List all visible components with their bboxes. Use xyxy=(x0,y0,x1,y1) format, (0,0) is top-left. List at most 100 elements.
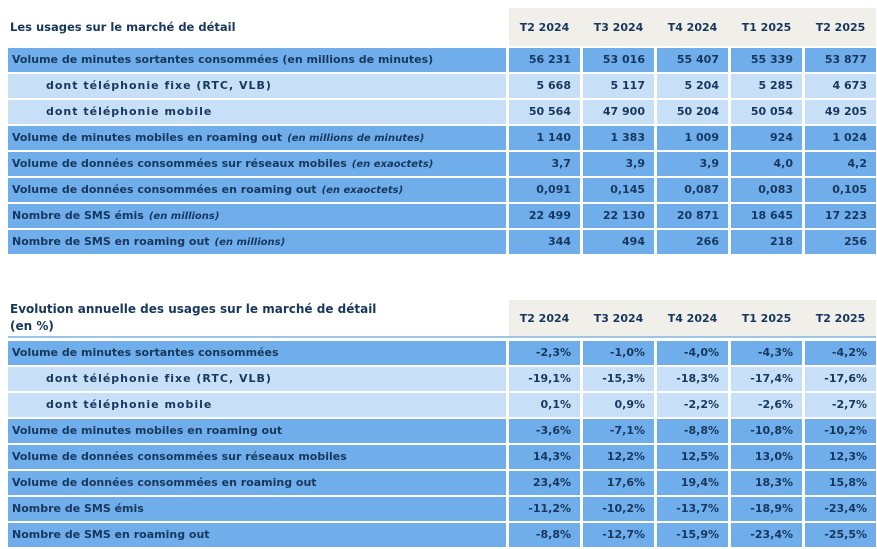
value-cell: 0,087 xyxy=(657,178,728,202)
value-cell: 4 673 xyxy=(805,74,876,98)
table-row: Nombre de SMS en roaming out (en millions… xyxy=(8,230,876,254)
row-label: Volume de minutes sortantes consommées xyxy=(8,341,506,365)
row-label: Volume de données consommées sur réseaux… xyxy=(8,445,506,469)
row-label: Volume de données consommées en roaming … xyxy=(8,178,506,202)
row-unit: (en exaoctets) xyxy=(321,185,404,196)
value-cell: -12,7% xyxy=(583,523,654,547)
value-cell: 50 204 xyxy=(657,100,728,124)
value-cell: -23,4% xyxy=(731,523,802,547)
value-cell: 22 499 xyxy=(509,204,580,228)
value-cell: 13,0% xyxy=(731,445,802,469)
column-headers: T2 2024 T3 2024 T4 2024 T1 2025 T2 2025 xyxy=(509,300,876,336)
table-usages-detail: Les usages sur le marché de détail T2 20… xyxy=(8,8,876,254)
table-row: Nombre de SMS émis -11,2% -10,2% -13,7% -18,… xyxy=(8,497,876,521)
table-row: Volume de minutes mobiles en roaming out… xyxy=(8,126,876,150)
value-cell: 218 xyxy=(731,230,802,254)
value-cell: -8,8% xyxy=(657,419,728,443)
column-header: T1 2025 xyxy=(741,20,792,34)
table-row: Volume de minutes mobiles en roaming out… xyxy=(8,419,876,443)
value-cell: -10,2% xyxy=(805,419,876,443)
value-cell: 19,4% xyxy=(657,471,728,495)
value-cell: 1 383 xyxy=(583,126,654,150)
value-cell: -17,4% xyxy=(731,367,802,391)
row-label: dont téléphonie mobile xyxy=(8,100,506,124)
value-cell: -17,6% xyxy=(805,367,876,391)
row-label: dont téléphonie fixe (RTC, VLB) xyxy=(8,367,506,391)
table-header-row: Les usages sur le marché de détail T2 20… xyxy=(8,8,876,46)
table-row: Volume de minutes sortantes consommées -2… xyxy=(8,341,876,365)
value-cell: -1,0% xyxy=(583,341,654,365)
value-cell: 55 407 xyxy=(657,48,728,72)
row-label: dont téléphonie mobile xyxy=(8,393,506,417)
row-unit: (en millions de minutes) xyxy=(287,133,425,144)
row-label: dont téléphonie fixe (RTC, VLB) xyxy=(8,74,506,98)
value-cell: 3,9 xyxy=(657,152,728,176)
row-unit: (en exaoctets) xyxy=(351,159,434,170)
value-cell: 23,4% xyxy=(509,471,580,495)
value-cell: 12,2% xyxy=(583,445,654,469)
column-header: T3 2024 xyxy=(593,311,644,325)
table-row: dont téléphonie mobile 0,1% 0,9% -2,2% -2,6%… xyxy=(8,393,876,417)
value-cell: 14,3% xyxy=(509,445,580,469)
value-cell: 0,145 xyxy=(583,178,654,202)
value-cell: 17,6% xyxy=(583,471,654,495)
value-cell: 0,083 xyxy=(731,178,802,202)
column-headers: T2 2024 T3 2024 T4 2024 T1 2025 T2 2025 xyxy=(509,8,876,46)
table-title-line: Les usages sur le marché de détail xyxy=(10,20,236,34)
row-label: Volume de données consommées sur réseaux… xyxy=(8,152,506,176)
value-cell: 3,7 xyxy=(509,152,580,176)
value-cell: -18,3% xyxy=(657,367,728,391)
value-cell: 18,3% xyxy=(731,471,802,495)
value-cell: -25,5% xyxy=(805,523,876,547)
value-cell: -4,3% xyxy=(731,341,802,365)
value-cell: 15,8% xyxy=(805,471,876,495)
value-cell: 3,9 xyxy=(583,152,654,176)
table-title: Evolution annuelle des usages sur le mar… xyxy=(8,300,506,336)
row-label: Nombre de SMS en roaming out xyxy=(8,523,506,547)
value-cell: -4,0% xyxy=(657,341,728,365)
row-label: Volume de données consommées en roaming … xyxy=(8,471,506,495)
value-cell: -2,6% xyxy=(731,393,802,417)
row-label: Volume de minutes mobiles en roaming out xyxy=(8,419,506,443)
value-cell: -4,2% xyxy=(805,341,876,365)
value-cell: 55 339 xyxy=(731,48,802,72)
column-header: T2 2025 xyxy=(815,311,866,325)
value-cell: -2,7% xyxy=(805,393,876,417)
table-title-line: Evolution annuelle des usages sur le mar… xyxy=(10,302,377,316)
table-title-line: (en %) xyxy=(10,319,54,333)
value-cell: 5 668 xyxy=(509,74,580,98)
value-cell: 53 877 xyxy=(805,48,876,72)
table-row: Volume de données consommées en roaming … xyxy=(8,178,876,202)
column-header: T2 2024 xyxy=(519,311,570,325)
table-body: Volume de minutes sortantes consommées -2… xyxy=(8,341,876,547)
row-unit: (en millions) xyxy=(214,237,286,248)
table-row: Volume de données consommées en roaming … xyxy=(8,471,876,495)
column-header: T2 2024 xyxy=(519,20,570,34)
value-cell: -15,9% xyxy=(657,523,728,547)
table-header-row: Evolution annuelle des usages sur le mar… xyxy=(8,300,876,338)
value-cell: 0,105 xyxy=(805,178,876,202)
value-cell: 22 130 xyxy=(583,204,654,228)
value-cell: 17 223 xyxy=(805,204,876,228)
value-cell: 50 054 xyxy=(731,100,802,124)
table-row: Volume de minutes sortantes consommées (… xyxy=(8,48,876,72)
value-cell: -2,3% xyxy=(509,341,580,365)
table-row: Volume de données consommées sur réseaux… xyxy=(8,152,876,176)
table-row: Volume de données consommées sur réseaux… xyxy=(8,445,876,469)
column-header: T1 2025 xyxy=(741,311,792,325)
table-title: Les usages sur le marché de détail xyxy=(8,8,506,46)
value-cell: 344 xyxy=(509,230,580,254)
row-label: Volume de minutes mobiles en roaming out… xyxy=(8,126,506,150)
table-body: Volume de minutes sortantes consommées (… xyxy=(8,48,876,254)
value-cell: 256 xyxy=(805,230,876,254)
value-cell: 12,3% xyxy=(805,445,876,469)
column-header: T3 2024 xyxy=(593,20,644,34)
value-cell: -3,6% xyxy=(509,419,580,443)
value-cell: 49 205 xyxy=(805,100,876,124)
value-cell: 0,091 xyxy=(509,178,580,202)
value-cell: 12,5% xyxy=(657,445,728,469)
value-cell: 1 024 xyxy=(805,126,876,150)
row-label: Nombre de SMS émis (en millions) xyxy=(8,204,506,228)
value-cell: 494 xyxy=(583,230,654,254)
table-evolution-annuelle: Evolution annuelle des usages sur le mar… xyxy=(8,300,876,547)
